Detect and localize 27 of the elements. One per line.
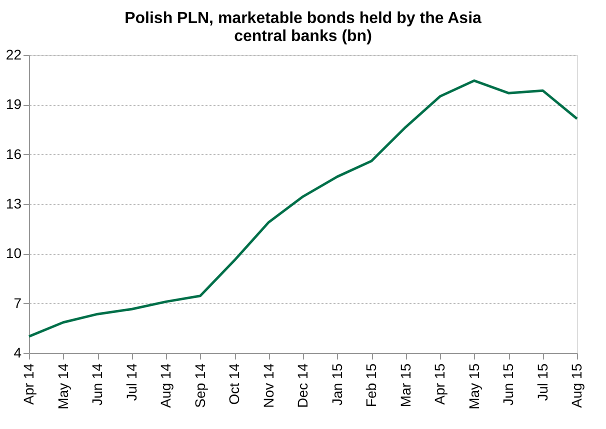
x-tick-label: Jan 15 <box>328 363 345 406</box>
x-tick-label: Apr 14 <box>20 363 36 405</box>
x-tick-label: Jun 14 <box>89 363 105 406</box>
text: central banks (bn) <box>234 28 372 45</box>
x-tick-label: Jun 15 <box>500 363 516 406</box>
y-tick-label: 4 <box>14 344 22 360</box>
y-tick-label: 16 <box>6 146 22 162</box>
text: Polish PLN, marketable bonds held by the Asia <box>124 10 482 27</box>
y-tick-label: 13 <box>6 196 22 212</box>
x-tick-label: Oct 14 <box>226 363 242 405</box>
x-tick-label: Aug 14 <box>158 363 174 408</box>
y-tick-label: 19 <box>6 96 22 112</box>
y-tick-label: 22 <box>6 46 22 62</box>
y-tick-label: 10 <box>6 245 22 262</box>
x-tick-label: Nov 14 <box>260 363 276 408</box>
y-tick-label: 7 <box>14 294 22 311</box>
x-tick-label: Jul 15 <box>534 363 550 401</box>
x-tick-label: May 14 <box>54 363 71 410</box>
x-tick-label: Apr 15 <box>432 363 448 405</box>
x-tick-label: May 15 <box>466 363 482 410</box>
x-tick-label: Mar 15 <box>397 363 414 408</box>
x-tick-label: Jul 14 <box>123 363 140 401</box>
x-tick-label: Sep 14 <box>192 363 208 408</box>
line-series <box>28 79 578 338</box>
x-tick-label: Feb 15 <box>363 363 379 408</box>
x-tick-label: Aug 15 <box>568 363 584 408</box>
x-tick-label: Dec 14 <box>294 363 310 408</box>
